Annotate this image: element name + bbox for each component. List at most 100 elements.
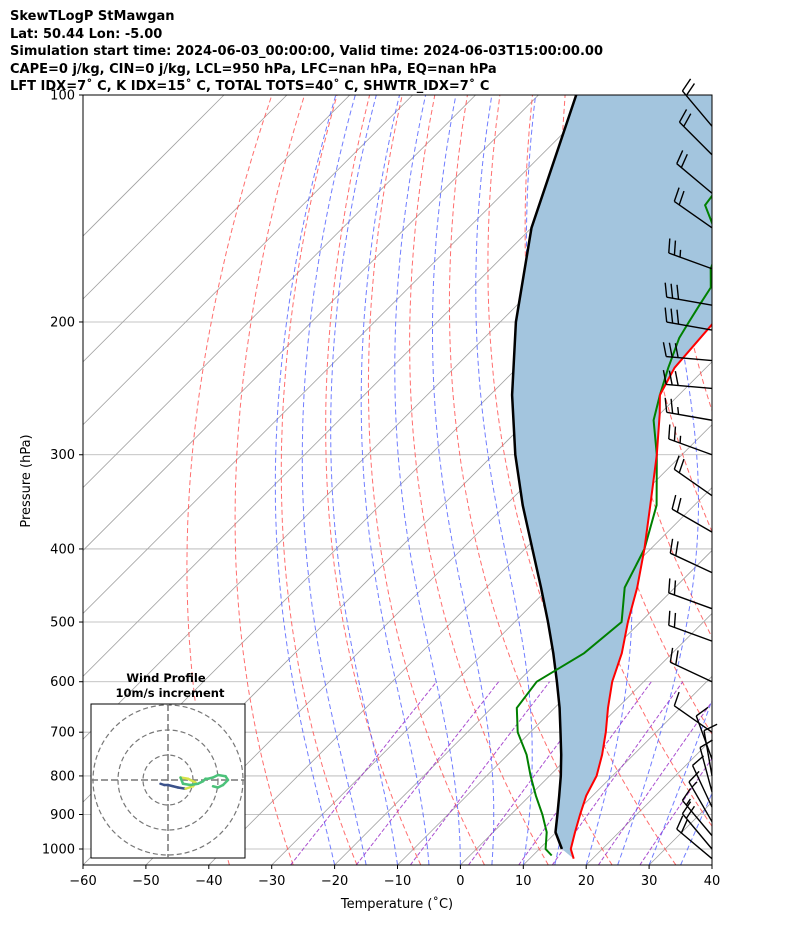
wind-barb — [671, 494, 713, 533]
barb-half-flag — [679, 249, 682, 258]
barb-staff — [673, 705, 713, 733]
barb-flag — [673, 455, 680, 470]
isotherm-line — [397, 549, 712, 865]
barb-flag — [669, 538, 674, 554]
wind-barb — [676, 815, 713, 860]
barb-flag — [685, 805, 696, 819]
wind-barb — [668, 610, 713, 642]
barb-flag — [680, 153, 688, 168]
isotherm-line — [83, 95, 602, 614]
dry-adiabat — [448, 95, 613, 865]
barb-flag — [673, 240, 677, 256]
isotherm-line — [523, 675, 712, 865]
wind-barb — [676, 150, 713, 194]
isotherm-line — [83, 95, 476, 489]
barb-staff — [666, 383, 713, 390]
barb-staff — [668, 252, 713, 270]
barb-flag — [676, 497, 682, 513]
wind-barb — [664, 282, 713, 306]
y-tick-label: 900 — [50, 808, 75, 823]
wind-barb — [673, 455, 713, 497]
y-tick-label: 1000 — [42, 843, 75, 858]
x-tick-label: −20 — [321, 874, 348, 889]
wind-barb — [681, 78, 713, 127]
isotherm-line — [83, 95, 413, 426]
mixing-ratio-line — [468, 681, 605, 865]
barb-flag — [662, 342, 667, 357]
x-tick-label: −60 — [69, 874, 96, 889]
y-tick-label: 100 — [50, 89, 75, 104]
barb-staff — [676, 163, 713, 194]
wind-barb — [668, 424, 713, 456]
mixing-ratio-line — [355, 681, 500, 865]
barb-flag — [675, 650, 679, 665]
dry-adiabat — [367, 95, 485, 865]
barb-staff — [666, 296, 713, 306]
inset-title: Wind Profile — [126, 671, 206, 685]
dry-adiabat — [662, 95, 712, 413]
dry-adiabat — [728, 95, 794, 865]
hodograph-segment — [186, 777, 197, 784]
barb-flag — [668, 238, 671, 254]
hodograph-segment — [176, 786, 187, 790]
wind-barb — [681, 787, 713, 837]
barb-flag — [668, 578, 671, 593]
moist-adiabat — [330, 95, 398, 865]
dry-adiabat — [280, 95, 358, 865]
isotherm-line — [711, 864, 712, 865]
wind-barb — [662, 342, 713, 362]
barb-flag — [676, 815, 684, 830]
y-tick-label: 400 — [50, 542, 75, 557]
mixing-ratio-line — [597, 700, 712, 865]
barb-flag — [678, 458, 685, 474]
x-axis-label: Temperature (˚C) — [340, 896, 453, 912]
barb-flag — [668, 370, 673, 386]
time-line: Simulation start time: 2024-06-03_00:00:… — [10, 44, 603, 60]
isotherm-line — [334, 487, 712, 865]
moist-adiabat — [394, 95, 461, 865]
barb-staff — [681, 90, 713, 127]
barb-flag — [692, 755, 705, 766]
x-tick-label: −30 — [258, 874, 285, 889]
barb-flag — [669, 647, 674, 663]
wind-profile-inset: Wind Profile 10m/s increment — [90, 671, 246, 859]
barb-staff — [666, 411, 713, 421]
barb-staff — [703, 730, 713, 777]
x-tick-label: −40 — [195, 874, 222, 889]
location-line: Lat: 50.44 Lon: -5.00 — [10, 26, 163, 42]
barb-half-flag — [685, 798, 691, 806]
barb-flag — [678, 109, 688, 123]
parcel-line — [510, 95, 578, 850]
barb-flag — [673, 187, 680, 202]
y-tick-label: 500 — [50, 616, 75, 631]
barb-staff — [666, 321, 713, 331]
barb-flag — [674, 371, 679, 386]
inset-plot — [91, 704, 245, 858]
x-tick-label: 30 — [641, 874, 658, 889]
wind-barb — [669, 538, 713, 574]
x-tick-label: 20 — [578, 874, 595, 889]
isotherm-line — [83, 95, 225, 237]
wind-barb — [669, 647, 713, 683]
x-tick-label: −10 — [384, 874, 411, 889]
wind-barb — [664, 397, 713, 421]
barb-staff — [676, 828, 713, 860]
barb-flag — [681, 801, 692, 815]
barb-flag — [678, 190, 685, 206]
mixing-ratio-line — [409, 681, 550, 865]
isotherm-line — [83, 95, 351, 363]
barb-flag — [670, 308, 674, 324]
y-tick-label: 600 — [50, 675, 75, 690]
moist-adiabat — [360, 95, 430, 865]
barb-staff — [699, 747, 713, 793]
barb-staff — [678, 121, 713, 156]
wind-barb — [673, 691, 713, 733]
barb-flag — [670, 283, 674, 299]
y-axis-label: Pressure (hPa) — [19, 434, 34, 527]
index-line: LFT IDX=7˚ C, K IDX=15˚ C, TOTAL TOTS=40… — [10, 79, 490, 95]
wind-barb — [668, 238, 713, 270]
barb-staff — [668, 438, 713, 456]
barb-staff — [681, 799, 713, 837]
barb-staff — [670, 552, 713, 574]
moist-adiabat — [711, 863, 712, 865]
